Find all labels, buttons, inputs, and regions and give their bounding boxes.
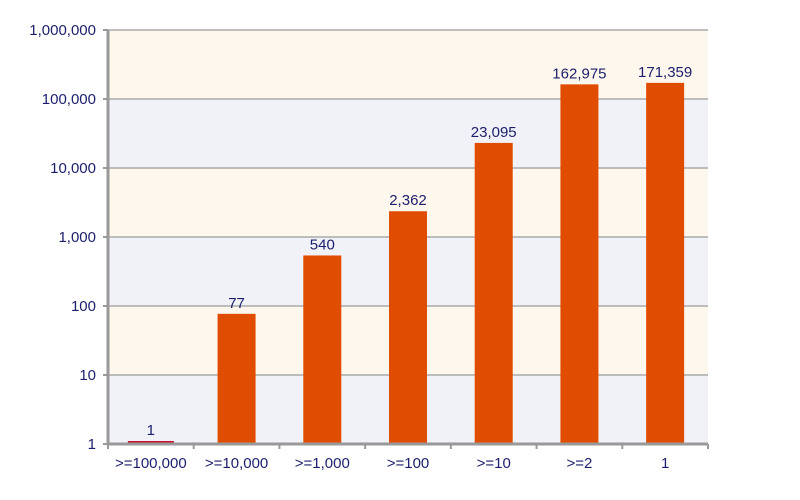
y-tick-label: 100 — [71, 298, 96, 315]
bar — [389, 211, 427, 444]
x-category-label: >=100 — [387, 455, 430, 472]
x-axis-category-labels: >=100,000 >=10,000 >=1,000 >=100 >=10 >=2 1 — [115, 455, 669, 472]
x-category-label: >=2 — [566, 455, 592, 472]
y-tick-label: 1 — [88, 436, 96, 453]
y-tick-label: 100,000 — [42, 91, 96, 108]
data-label: 2,362 — [389, 192, 427, 209]
plot-band — [108, 99, 708, 168]
x-category-label: >=10,000 — [205, 455, 268, 472]
bar — [303, 255, 342, 444]
data-label: 162,975 — [552, 65, 606, 82]
plot-background-bands — [108, 30, 708, 444]
data-labels: 1 77 540 2,362 23,095 162,975 171,359 — [147, 64, 693, 439]
y-tick-label: 10,000 — [50, 160, 96, 177]
bar — [646, 82, 685, 445]
axes — [103, 29, 709, 449]
y-tick-label: 10 — [79, 367, 96, 384]
data-label: 77 — [228, 295, 245, 312]
data-label: 540 — [310, 236, 335, 253]
bars — [127, 82, 685, 445]
y-axis-tick-labels: 1 10 100 1,000 10,000 100,000 1,000,000 — [29, 22, 96, 453]
y-tick-label: 1,000,000 — [29, 22, 96, 39]
data-label: 171,359 — [638, 64, 692, 81]
x-category-label: >=1,000 — [295, 455, 350, 472]
bar — [217, 313, 256, 444]
data-label: 23,095 — [471, 124, 517, 141]
data-label: 1 — [147, 422, 155, 439]
plot-band — [108, 30, 708, 99]
x-category-label: >=10 — [477, 455, 511, 472]
x-category-label: 1 — [661, 455, 669, 472]
bar — [560, 84, 599, 445]
x-category-label: >=100,000 — [115, 455, 187, 472]
bar — [474, 142, 513, 444]
y-tick-label: 1,000 — [58, 229, 96, 246]
